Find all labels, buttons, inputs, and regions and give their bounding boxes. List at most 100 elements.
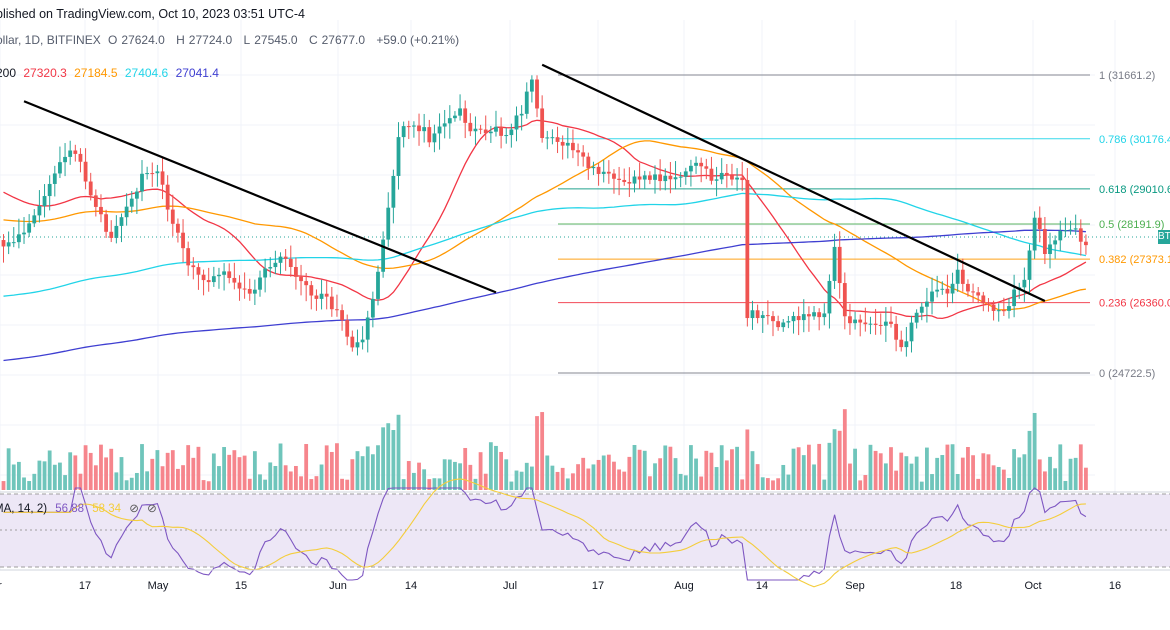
volume-bar	[560, 467, 565, 490]
candle-body	[355, 342, 360, 348]
candle-body	[817, 312, 822, 318]
candle-body	[1022, 279, 1027, 288]
candle-body	[535, 79, 539, 109]
volume-bar	[781, 464, 786, 490]
ma200-value: 27041.4	[175, 66, 219, 80]
candle-body	[165, 184, 170, 210]
candle-body	[745, 180, 750, 319]
candle-body	[1001, 310, 1006, 312]
candle-body	[601, 171, 606, 174]
candle-body	[781, 322, 786, 328]
volume-bar	[345, 479, 350, 490]
candle-body	[668, 175, 673, 180]
volume-bar	[273, 465, 278, 490]
candle-body	[370, 298, 375, 318]
volume-bar	[93, 465, 98, 490]
volume-bar	[309, 479, 314, 490]
volume-bar	[453, 461, 457, 490]
volume-bar	[299, 476, 303, 490]
candle-body	[432, 133, 437, 143]
volume-bar	[1073, 457, 1078, 490]
candle-body	[1058, 230, 1063, 241]
candle-body	[868, 323, 873, 325]
candle-body	[689, 165, 693, 172]
candle-body	[658, 174, 663, 182]
candle-body	[494, 126, 498, 132]
volume-bar	[883, 463, 888, 490]
volume-bar	[822, 479, 827, 490]
volume-bar	[765, 478, 770, 490]
trendline	[23, 100, 497, 294]
volume-bar	[807, 444, 811, 490]
volume-bar	[755, 464, 760, 490]
volume-bar	[47, 450, 52, 490]
candle-body	[1012, 289, 1017, 307]
candle-body	[47, 183, 52, 197]
volume-bar	[170, 450, 175, 490]
volume-bar	[735, 446, 739, 490]
candle-body	[822, 313, 827, 318]
x-axis-tick-label: Jun	[329, 580, 347, 592]
ma50-line	[3, 140, 1086, 311]
candle-body	[740, 177, 745, 181]
volume-bar	[535, 416, 539, 490]
volume-bar	[314, 476, 319, 490]
volume-bar	[370, 454, 375, 490]
candle-body	[771, 316, 775, 322]
volume-bar	[329, 451, 334, 490]
volume-bar	[422, 469, 427, 490]
candle-body	[114, 225, 119, 238]
candle-body	[217, 274, 221, 277]
volume-bar	[78, 473, 83, 490]
volume-bar	[442, 459, 447, 490]
volume-bar	[714, 467, 719, 490]
volume-bar	[976, 478, 981, 490]
ma-legend: 200 27320.3 27184.5 27404.6 27041.4	[0, 66, 223, 80]
candle-body	[504, 135, 509, 137]
volume-bar	[37, 460, 42, 490]
candle-body	[796, 316, 801, 321]
candle-body	[986, 303, 991, 305]
candle-body	[191, 265, 196, 268]
volume-bar	[842, 409, 847, 490]
volume-bar	[42, 461, 47, 490]
candle-body	[899, 339, 904, 348]
candle-body	[478, 128, 483, 130]
volume-bar	[83, 445, 88, 490]
candle-body	[863, 322, 868, 325]
volume-bar	[391, 430, 396, 490]
candle-body	[565, 142, 570, 146]
volume-bar	[863, 475, 868, 490]
candle-body	[699, 162, 704, 167]
trendlines[interactable]	[23, 63, 1046, 302]
candle-body	[335, 309, 339, 311]
volume-bar	[155, 450, 160, 490]
volume-bar	[294, 465, 298, 490]
volume-bar	[509, 481, 514, 490]
candle-body	[422, 127, 427, 132]
candle-body	[242, 288, 247, 290]
volume-bar	[32, 473, 37, 490]
fib-level-label: 0.786 (30176.4)	[1099, 134, 1170, 146]
volume-bar	[581, 457, 586, 490]
x-axis-tick-label: Jul	[503, 580, 517, 592]
volume-bar	[73, 455, 78, 490]
volume-bar	[242, 455, 247, 490]
volume-bar	[529, 466, 534, 490]
volume-bar	[550, 465, 555, 490]
candle-body	[945, 288, 950, 294]
volume-bar	[899, 452, 904, 490]
volume-bar	[1078, 444, 1083, 490]
volume-bar	[848, 463, 852, 490]
volume-bar	[181, 465, 185, 490]
volume-bar	[52, 464, 57, 490]
eye-off-icon[interactable]: ⊘	[147, 503, 157, 515]
eye-off-icon[interactable]: ⊘	[129, 503, 139, 515]
candle-body	[842, 283, 847, 317]
volume-bar	[837, 430, 842, 490]
candle-body	[360, 339, 365, 343]
candle-body	[801, 314, 806, 321]
candle-body	[319, 293, 324, 299]
candle-body	[1084, 241, 1088, 246]
